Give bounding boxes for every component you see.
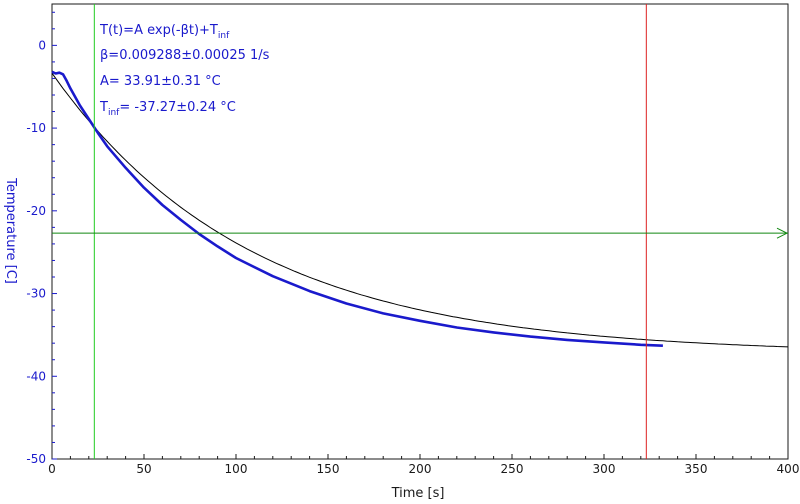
fit-equation-sub: inf — [218, 31, 230, 41]
x-tick-label: 150 — [317, 462, 340, 476]
x-tick-label: 200 — [409, 462, 432, 476]
y-axis-title: Temperature [C] — [3, 177, 18, 284]
x-axis-ticks: 0 50 100 150 200 250 300 350 400 — [48, 454, 799, 476]
x-tick-label: 100 — [225, 462, 248, 476]
x-tick-label: 350 — [685, 462, 708, 476]
y-tick-label: 0 — [38, 38, 46, 52]
x-axis-title: Time [s] — [391, 486, 445, 501]
fit-tinf-post: = -37.27±0.24 °C — [119, 100, 235, 115]
plot-frame — [51, 3, 789, 460]
y-tick-label: -20 — [26, 204, 46, 218]
x-tick-label: 400 — [777, 462, 800, 476]
x-tick-label: 50 — [136, 462, 151, 476]
fit-beta: β=0.009288±0.00025 1/s — [100, 48, 270, 63]
y-axis-ticks: 0 -10 -20 -30 -40 -50 — [26, 11, 57, 466]
fit-tinf: Tinf= -37.27±0.24 °C — [99, 100, 236, 118]
fit-curve — [51, 72, 789, 348]
fit-tinf-pre: T — [99, 100, 108, 115]
y-tick-label: -40 — [26, 369, 46, 383]
y-tick-label: -50 — [26, 452, 46, 466]
fit-tinf-sub: inf — [108, 108, 120, 118]
y-tick-label: -10 — [26, 121, 46, 135]
fit-amplitude: A= 33.91±0.31 °C — [100, 74, 221, 89]
fit-equation: T(t)=A exp(-βt)+Tinf — [99, 23, 230, 41]
fit-equation-main: T(t)=A exp(-βt)+T — [99, 23, 218, 38]
x-tick-label: 250 — [501, 462, 524, 476]
x-tick-label: 300 — [593, 462, 616, 476]
x-tick-label: 0 — [48, 462, 56, 476]
horizontal-cursor-arrow-icon[interactable] — [776, 227, 789, 239]
measured-series-line — [51, 70, 663, 347]
y-tick-label: -30 — [26, 287, 46, 301]
